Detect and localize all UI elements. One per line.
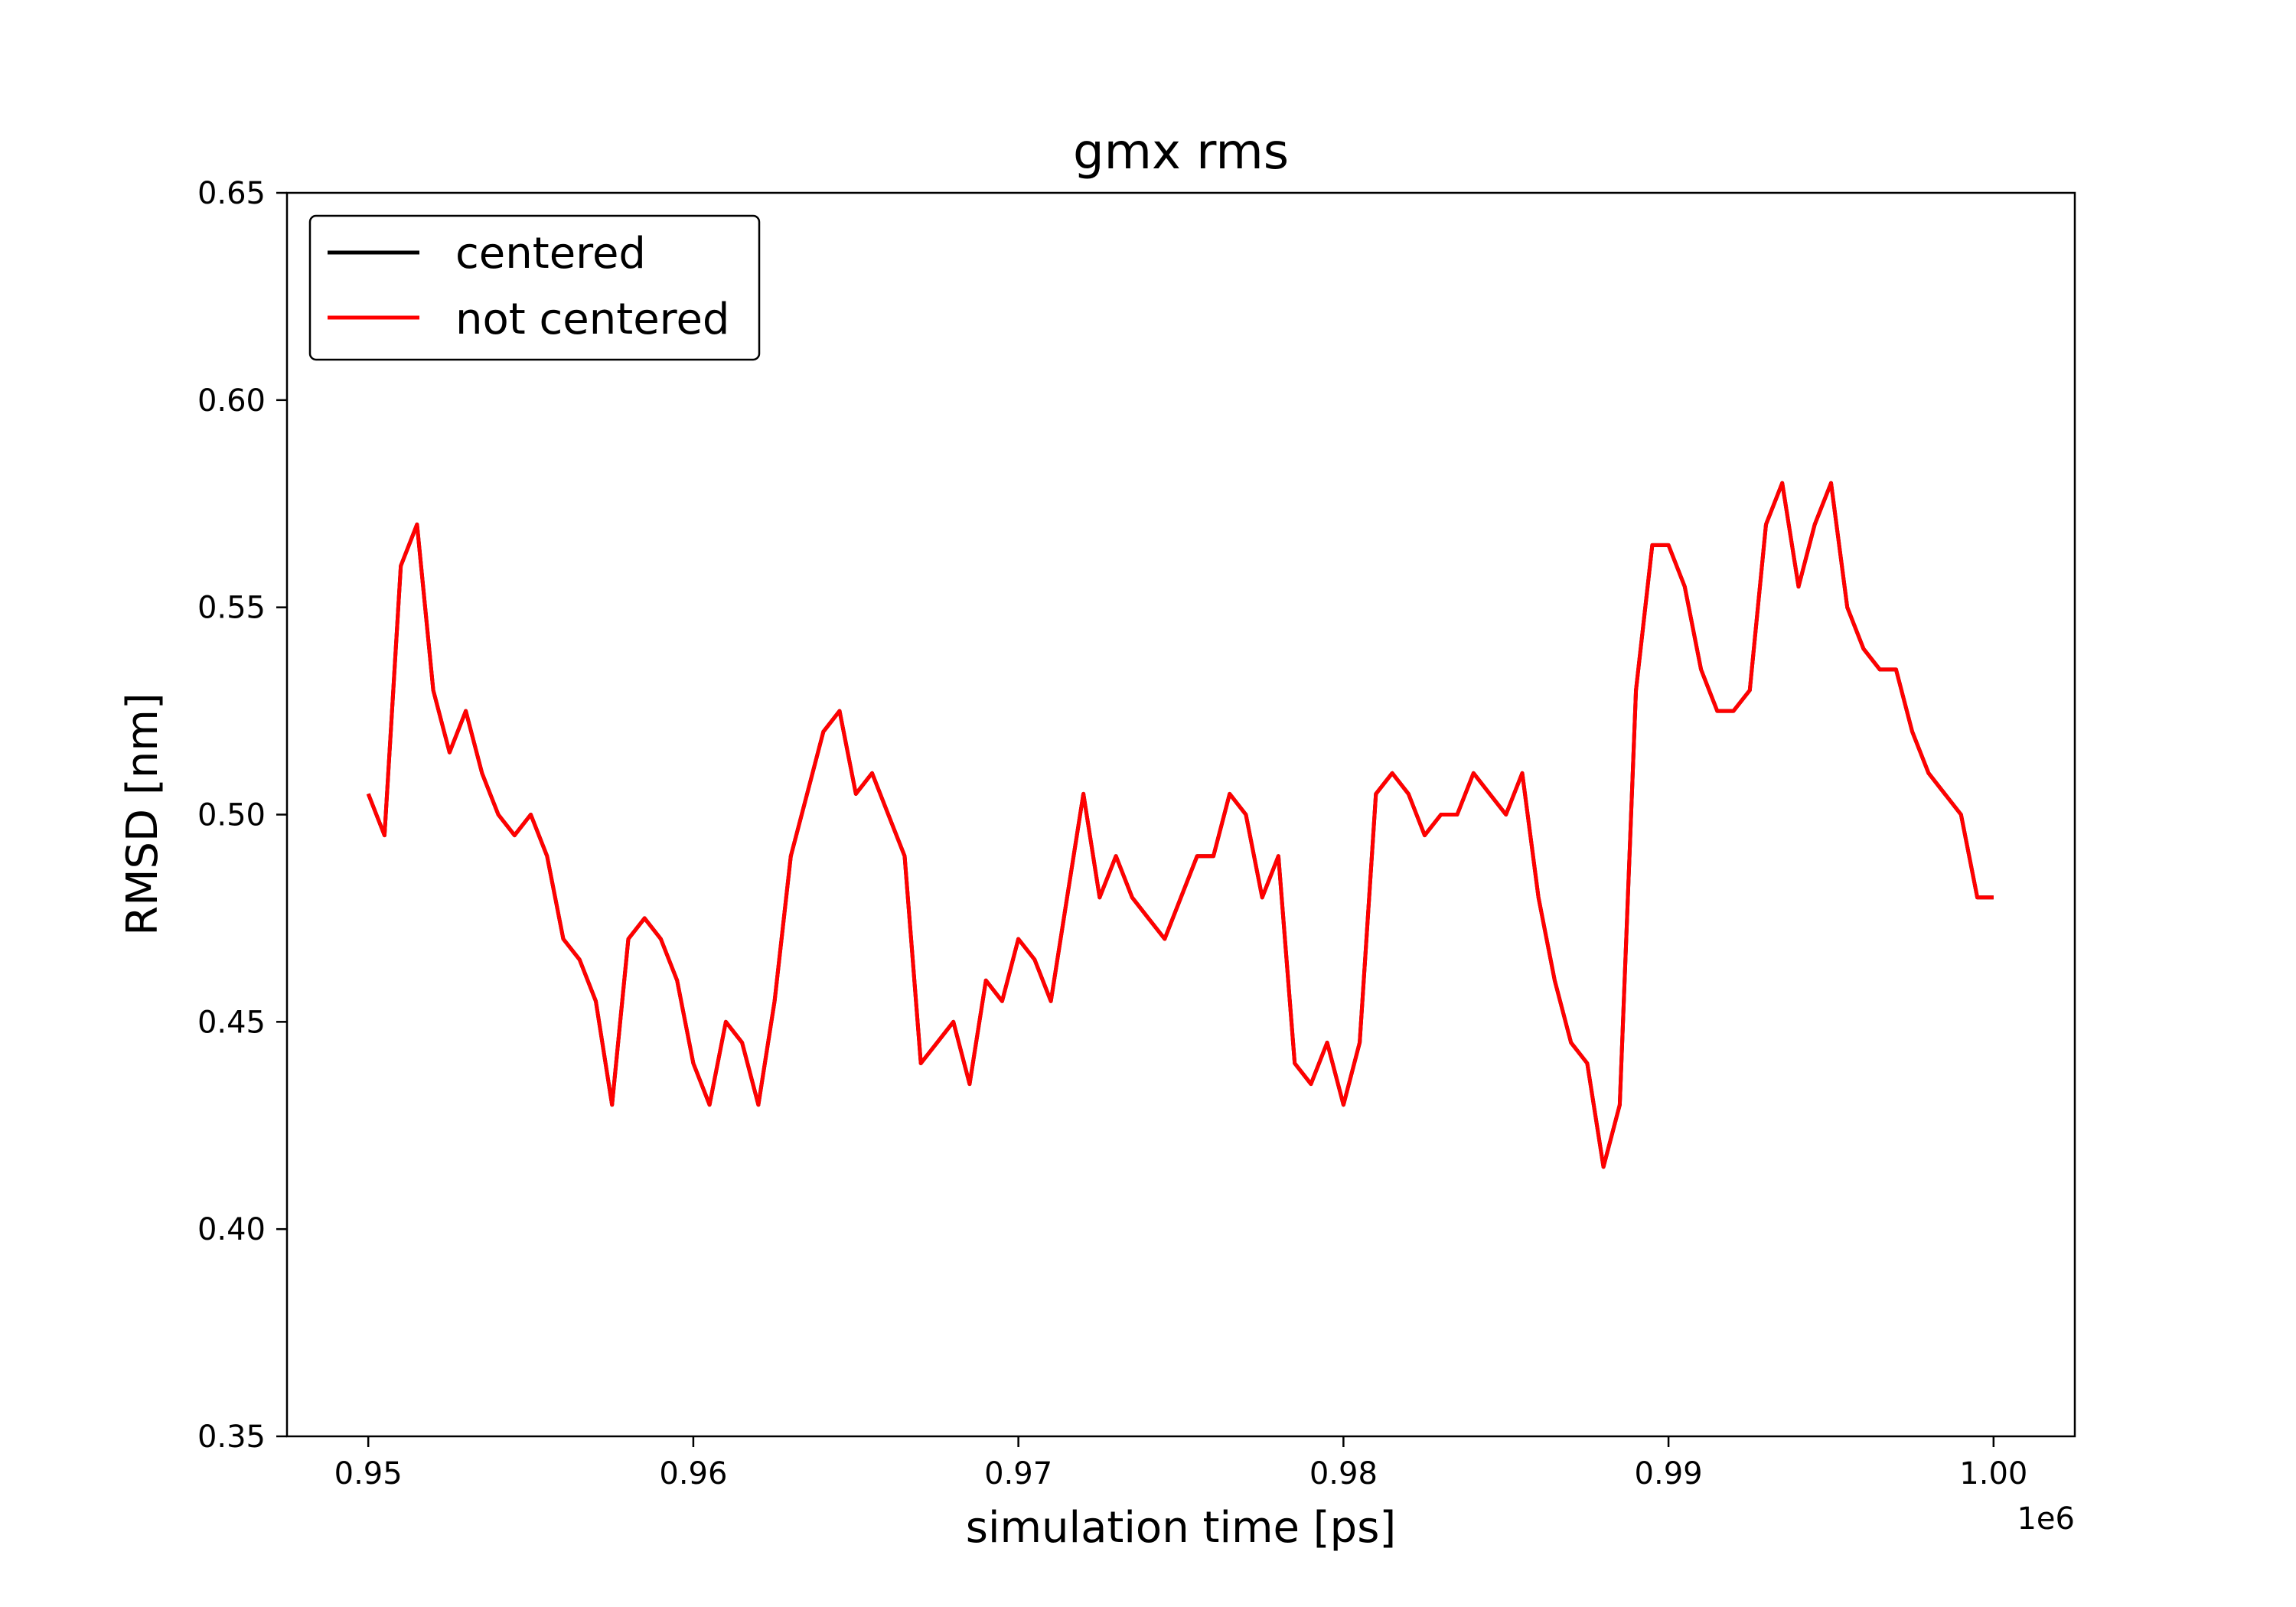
- y-tick-label: 0.60: [197, 383, 266, 419]
- legend: centered not centered: [308, 214, 761, 361]
- x-tick-label: 0.95: [334, 1456, 403, 1491]
- x-axis: 0.95 0.96 0.97 0.98 0.99 1.00: [334, 1436, 2027, 1491]
- y-tick-label: 0.40: [197, 1212, 266, 1247]
- y-tick-label: 0.35: [197, 1420, 266, 1455]
- x-tick-label: 0.96: [659, 1456, 727, 1491]
- legend-label-centered: centered: [455, 229, 646, 279]
- x-axis-label: simulation time [ps]: [966, 1503, 1396, 1553]
- series-line-not-centered: [366, 481, 1994, 1169]
- y-tick-label: 0.50: [197, 798, 266, 833]
- y-tick-label: 0.65: [197, 176, 266, 211]
- x-tick-label: 0.98: [1309, 1456, 1378, 1491]
- legend-box: [308, 214, 761, 361]
- x-tick-label: 0.97: [984, 1456, 1052, 1491]
- series-layer: [366, 481, 1994, 1169]
- x-axis-offset-label: 1e6: [2017, 1501, 2075, 1537]
- x-tick-label: 1.00: [1959, 1456, 2027, 1491]
- y-tick-label: 0.45: [197, 1005, 266, 1040]
- x-tick-label: 0.99: [1635, 1456, 1703, 1491]
- legend-label-not-centered: not centered: [455, 295, 729, 344]
- chart-title: gmx rms: [1073, 124, 1289, 181]
- y-axis-label: RMSD [nm]: [118, 693, 168, 935]
- y-axis: 0.35 0.40 0.45 0.50 0.55 0.60 0.65: [197, 176, 287, 1455]
- y-tick-label: 0.55: [197, 591, 266, 626]
